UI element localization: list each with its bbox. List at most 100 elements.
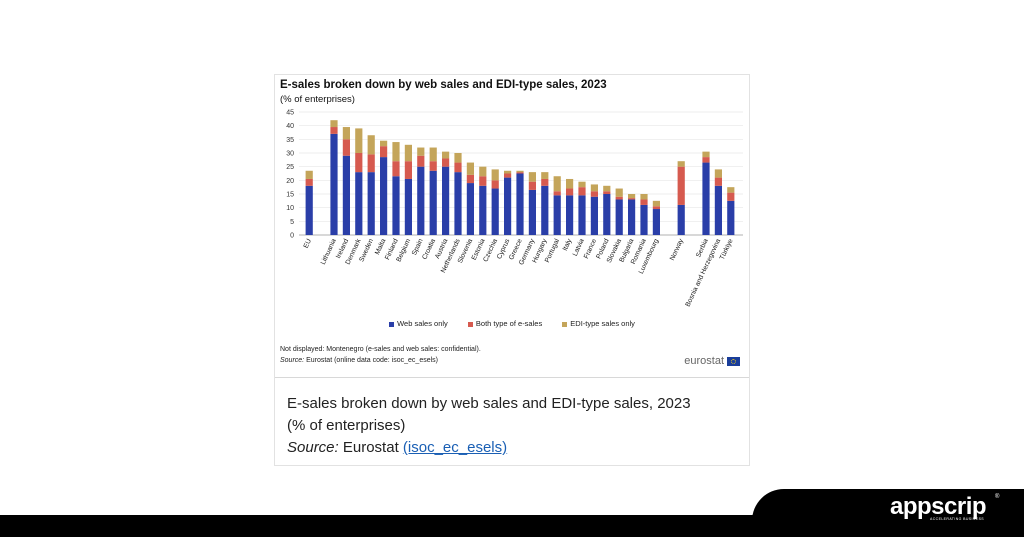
bar-segment <box>553 176 561 192</box>
bar-segment <box>330 133 338 235</box>
bar-segment <box>355 128 363 153</box>
chart-title: E-sales broken down by web sales and EDI… <box>280 79 607 91</box>
appscrip-logo: appscrip <box>890 493 987 520</box>
bar-segment <box>305 170 313 179</box>
bar-segment <box>330 127 338 134</box>
bar-segment <box>615 196 623 200</box>
y-tick-label: 0 <box>290 233 294 240</box>
bar-segment <box>677 166 685 205</box>
caption-source: Source: Eurostat (isoc_ec_esels) <box>287 437 691 459</box>
figure-card: E-sales broken down by web sales and EDI… <box>274 74 750 466</box>
legend-label-edi-sales: EDI-type sales only <box>570 319 635 328</box>
bar-segment <box>553 195 561 235</box>
bottom-bar <box>0 515 1024 537</box>
bar-segment <box>479 185 487 235</box>
figure-caption: E-sales broken down by web sales and EDI… <box>287 393 691 459</box>
bar-segment <box>615 188 623 197</box>
bar-segment <box>590 196 598 235</box>
bar-segment <box>603 185 611 192</box>
bar-segment <box>504 170 512 174</box>
bar-segment <box>578 187 586 196</box>
legend-item-web-sales: Web sales only <box>389 319 448 328</box>
caption-source-link[interactable]: (isoc_ec_esels) <box>402 439 508 456</box>
caption-subtitle: (% of enterprises) <box>287 417 406 434</box>
bar-segment <box>305 178 313 186</box>
bar-segment <box>603 194 611 235</box>
bar-segment <box>516 172 524 174</box>
bar-segment <box>466 162 474 175</box>
bar-segment <box>702 157 710 163</box>
bar-segment <box>677 204 685 235</box>
appscrip-tagline: ACCELERATING BUSINESS <box>930 517 985 521</box>
bar-segment <box>429 161 437 171</box>
bar-segment <box>615 199 623 235</box>
bar-segment <box>491 180 499 189</box>
caption-title: E-sales broken down by web sales and EDI… <box>287 395 691 412</box>
bar-segment <box>516 170 524 173</box>
bar-segment <box>404 161 412 179</box>
y-tick-label: 35 <box>286 137 294 144</box>
y-tick-label: 25 <box>286 164 294 171</box>
chart-subtitle: (% of enterprises) <box>280 94 355 105</box>
bar-segment <box>380 157 388 235</box>
legend-item-both-types: Both type of e-sales <box>467 319 543 328</box>
y-tick-label: 10 <box>286 205 294 212</box>
bar-segment <box>528 181 536 190</box>
bar-segment <box>491 188 499 235</box>
bar-segment <box>640 199 648 205</box>
bar-segment <box>355 153 363 173</box>
bar-segment <box>479 176 487 186</box>
bar-segment <box>429 170 437 235</box>
bar-segment <box>541 172 549 179</box>
bar-segment <box>491 169 499 181</box>
x-tick-label: Norway <box>669 237 685 261</box>
bar-segment <box>380 146 388 158</box>
bar-segment <box>578 195 586 235</box>
y-tick-label: 15 <box>286 192 294 199</box>
eurostat-logo-text: eurostat <box>684 355 724 367</box>
bar-segment <box>652 200 660 207</box>
chart-note: Not displayed: Montenegro (e-sales and w… <box>280 346 481 353</box>
x-tick-label: EU <box>303 238 313 250</box>
bar-segment <box>727 200 735 235</box>
bar-segment <box>429 147 437 162</box>
bar-segment <box>417 147 425 156</box>
chart-panel: E-sales broken down by web sales and EDI… <box>275 75 749 378</box>
bar-segment <box>479 166 487 177</box>
bar-segment <box>454 153 462 163</box>
bar-segment <box>466 174 474 184</box>
x-tick-label: Lithuania <box>320 238 338 266</box>
bar-segment <box>417 155 425 167</box>
legend-swatch-web-sales <box>389 321 395 327</box>
bar-segment <box>342 139 350 156</box>
bar-segment <box>677 161 685 167</box>
bar-segment <box>454 172 462 235</box>
bar-segment <box>417 166 425 235</box>
bar-segment <box>628 199 636 235</box>
bar-segment <box>566 188 574 196</box>
bar-segment <box>454 162 462 173</box>
legend-item-edi-sales: EDI-type sales only <box>562 319 635 328</box>
bar-segment <box>404 144 412 162</box>
bar-segment <box>640 194 648 200</box>
bar-segment <box>367 135 375 155</box>
bar-segment <box>652 206 660 210</box>
bar-segment <box>367 172 375 235</box>
y-tick-label: 30 <box>286 151 294 158</box>
eu-flag-icon <box>727 356 740 366</box>
y-tick-label: 20 <box>286 178 294 185</box>
bar-segment <box>528 172 536 182</box>
y-tick-label: 45 <box>286 110 294 117</box>
bar-segment <box>504 173 512 178</box>
bar-segment <box>404 178 412 235</box>
y-tick-label: 5 <box>290 219 294 226</box>
caption-source-text: Eurostat <box>342 439 399 456</box>
bar-segment <box>628 198 636 200</box>
caption-source-label: Source: <box>287 439 339 456</box>
legend-label-both-types: Both type of e-sales <box>475 319 543 328</box>
legend-swatch-both-types <box>467 321 473 327</box>
bar-segment <box>714 169 722 178</box>
bar-segment <box>442 166 450 235</box>
y-tick-label: 40 <box>286 123 294 130</box>
bar-segment <box>702 162 710 235</box>
